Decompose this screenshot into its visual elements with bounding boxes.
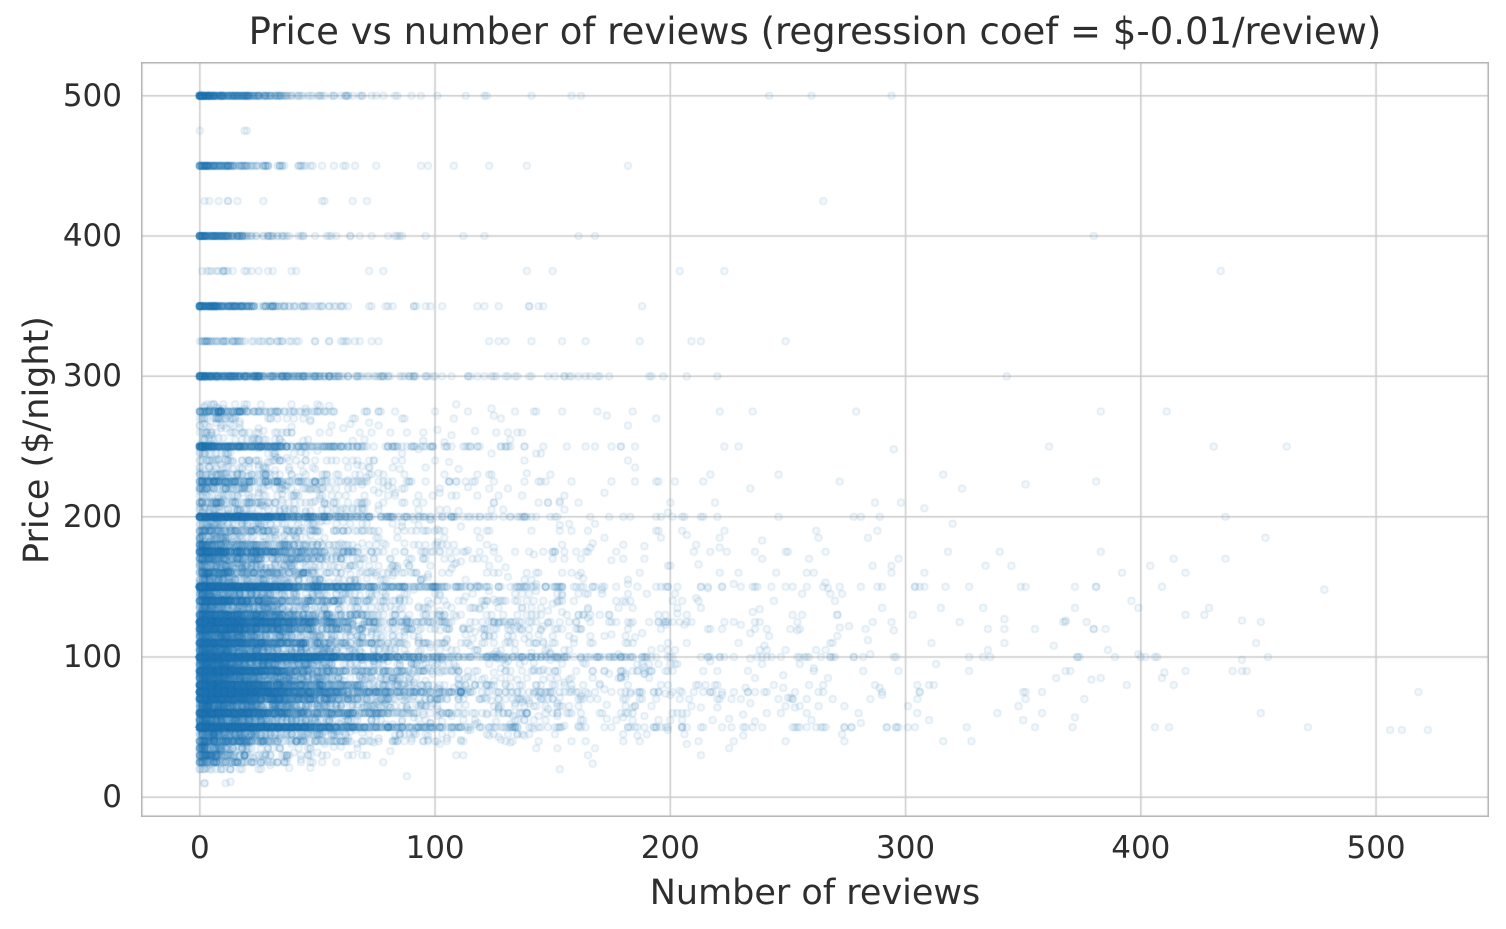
x-tick-label: 100 (405, 830, 465, 866)
x-tick-label: 0 (189, 830, 210, 866)
scatter-canvas (141, 62, 1489, 817)
chart-title: Price vs number of reviews (regression c… (248, 10, 1382, 53)
y-tick-label: 100 (62, 639, 122, 676)
y-tick-label: 0 (102, 779, 122, 816)
y-tick-label: 300 (62, 358, 122, 395)
x-tick-label: 500 (1346, 830, 1406, 866)
y-tick-label: 200 (62, 498, 122, 535)
x-tick-label: 300 (875, 830, 936, 866)
y-tick-label: 500 (62, 77, 122, 114)
x-axis-label: Number of reviews (649, 873, 981, 913)
x-tick-label: 200 (640, 830, 700, 866)
y-tick-label: 400 (62, 218, 122, 254)
x-tick-label: 400 (1111, 830, 1171, 866)
